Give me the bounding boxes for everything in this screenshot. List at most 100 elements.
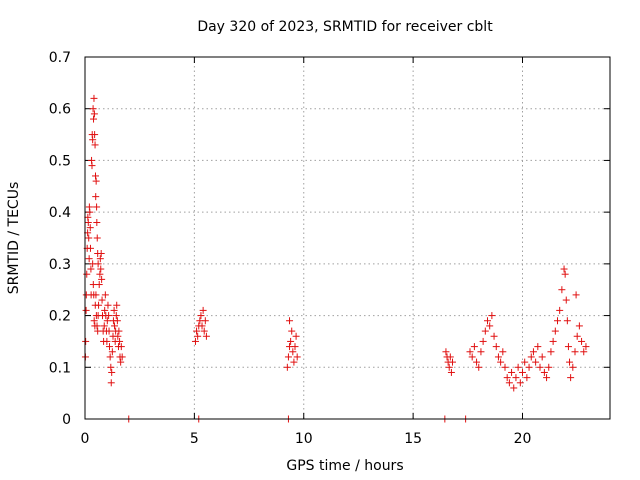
x-tick-labels: 0 5 10 15 20 bbox=[81, 431, 532, 447]
data-point bbox=[538, 353, 546, 361]
y-tick-label: 0.3 bbox=[49, 257, 71, 273]
data-point bbox=[103, 317, 111, 325]
data-point bbox=[105, 327, 113, 335]
data-point bbox=[508, 368, 516, 376]
data-point bbox=[85, 255, 93, 263]
data-point bbox=[556, 306, 564, 314]
data-point bbox=[90, 115, 98, 123]
data-point bbox=[88, 162, 96, 170]
data-point bbox=[91, 141, 99, 149]
data-point bbox=[85, 234, 93, 242]
data-point bbox=[117, 358, 125, 366]
data-point bbox=[194, 332, 202, 340]
data-point bbox=[292, 332, 300, 340]
data-point bbox=[563, 317, 571, 325]
data-point bbox=[571, 348, 579, 356]
data-point bbox=[90, 317, 98, 325]
data-point bbox=[449, 358, 456, 366]
data-point bbox=[106, 343, 113, 351]
data-point bbox=[96, 270, 104, 278]
data-point bbox=[569, 363, 577, 371]
data-point bbox=[286, 317, 294, 325]
data-point bbox=[201, 317, 209, 325]
data-point bbox=[497, 358, 505, 366]
data-point bbox=[90, 94, 98, 102]
data-point bbox=[118, 353, 126, 361]
y-tick-label: 0 bbox=[62, 412, 71, 428]
data-point bbox=[484, 317, 491, 325]
data-point bbox=[470, 343, 478, 351]
data-point bbox=[447, 368, 455, 376]
data-point bbox=[200, 327, 208, 335]
data-point bbox=[93, 203, 101, 211]
data-point bbox=[564, 343, 572, 351]
data-point bbox=[527, 353, 535, 361]
data-point bbox=[293, 353, 301, 361]
data-point bbox=[567, 374, 575, 382]
data-point bbox=[516, 379, 524, 387]
y-axis-label: SRMTID / TECUs bbox=[6, 182, 22, 295]
data-point bbox=[479, 337, 487, 345]
data-point bbox=[525, 363, 533, 371]
data-point bbox=[503, 374, 511, 382]
data-point bbox=[573, 332, 581, 340]
data-point bbox=[501, 363, 509, 371]
data-point bbox=[100, 322, 108, 330]
data-point bbox=[90, 110, 98, 118]
data-point bbox=[532, 358, 540, 366]
data-point bbox=[510, 384, 518, 392]
data-point bbox=[92, 172, 99, 180]
data-point bbox=[575, 322, 583, 330]
data-point bbox=[551, 327, 559, 335]
data-point bbox=[521, 358, 529, 366]
data-point bbox=[505, 379, 513, 387]
data-point bbox=[92, 291, 100, 299]
data-point bbox=[547, 348, 555, 356]
data-point bbox=[560, 265, 568, 273]
data-point bbox=[534, 343, 542, 351]
axis-ticks bbox=[84, 56, 610, 420]
data-point bbox=[113, 301, 121, 309]
data-point bbox=[86, 224, 94, 232]
data-point bbox=[95, 281, 103, 289]
data-point bbox=[543, 374, 551, 382]
data-point bbox=[582, 343, 590, 351]
data-point bbox=[115, 327, 123, 335]
data-point bbox=[97, 250, 105, 258]
x-tick-label: 20 bbox=[514, 431, 532, 447]
data-point bbox=[191, 337, 199, 345]
data-point bbox=[87, 265, 95, 273]
data-points bbox=[81, 94, 590, 423]
data-point bbox=[83, 270, 91, 278]
grid bbox=[85, 57, 610, 419]
data-point bbox=[284, 353, 292, 361]
data-point bbox=[446, 353, 454, 361]
data-point bbox=[486, 322, 494, 330]
data-point bbox=[554, 317, 561, 325]
data-point bbox=[512, 374, 520, 382]
data-point bbox=[93, 322, 101, 330]
data-point bbox=[549, 337, 557, 345]
data-point bbox=[558, 286, 566, 294]
data-point bbox=[116, 337, 124, 345]
y-tick-label: 0.4 bbox=[49, 205, 71, 221]
data-point bbox=[283, 363, 291, 371]
y-tick-label: 0.5 bbox=[49, 153, 71, 169]
data-point bbox=[492, 343, 500, 351]
data-point bbox=[93, 218, 101, 226]
data-point bbox=[477, 348, 485, 356]
data-point bbox=[578, 337, 586, 345]
data-point bbox=[529, 348, 537, 356]
data-point bbox=[466, 348, 474, 356]
data-point bbox=[89, 105, 97, 113]
data-point bbox=[519, 368, 526, 376]
data-point bbox=[289, 348, 297, 356]
data-point bbox=[490, 332, 498, 340]
data-point bbox=[86, 244, 94, 252]
data-point bbox=[481, 327, 489, 335]
data-point bbox=[445, 363, 453, 371]
data-point bbox=[473, 358, 481, 366]
data-point bbox=[468, 353, 476, 361]
data-point bbox=[98, 296, 106, 304]
